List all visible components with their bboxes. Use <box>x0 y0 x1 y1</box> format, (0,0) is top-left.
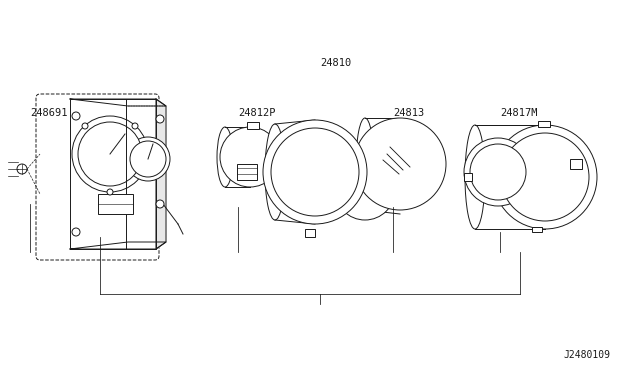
Circle shape <box>17 164 27 174</box>
Polygon shape <box>70 99 156 249</box>
Bar <box>570 159 582 169</box>
Bar <box>464 173 472 181</box>
Circle shape <box>156 200 164 208</box>
Text: 24810: 24810 <box>320 58 351 68</box>
Bar <box>532 227 542 232</box>
Circle shape <box>132 123 138 129</box>
Ellipse shape <box>265 124 285 220</box>
Circle shape <box>72 228 80 236</box>
Ellipse shape <box>356 118 374 210</box>
Circle shape <box>156 115 164 123</box>
Circle shape <box>220 127 280 187</box>
Bar <box>247 122 259 129</box>
Circle shape <box>263 120 367 224</box>
Polygon shape <box>70 242 166 249</box>
Text: J2480109: J2480109 <box>563 350 610 360</box>
Ellipse shape <box>465 125 485 229</box>
Bar <box>305 229 315 237</box>
Circle shape <box>82 123 88 129</box>
Text: 24817M: 24817M <box>500 108 538 118</box>
Bar <box>237 164 257 180</box>
Circle shape <box>126 137 170 181</box>
Ellipse shape <box>217 127 233 187</box>
Bar <box>538 121 550 127</box>
Circle shape <box>271 128 359 216</box>
Polygon shape <box>70 99 166 106</box>
Text: 24812P: 24812P <box>238 108 275 118</box>
Circle shape <box>72 116 148 192</box>
Text: 24813: 24813 <box>393 108 424 118</box>
Polygon shape <box>156 99 166 249</box>
Circle shape <box>493 125 597 229</box>
Circle shape <box>335 160 395 220</box>
Circle shape <box>78 122 142 186</box>
Circle shape <box>130 141 166 177</box>
Circle shape <box>501 133 589 221</box>
Bar <box>98 194 133 214</box>
Circle shape <box>354 118 446 210</box>
Circle shape <box>72 112 80 120</box>
Text: 248691: 248691 <box>30 108 67 118</box>
Circle shape <box>464 138 532 206</box>
Circle shape <box>107 189 113 195</box>
Circle shape <box>470 144 526 200</box>
